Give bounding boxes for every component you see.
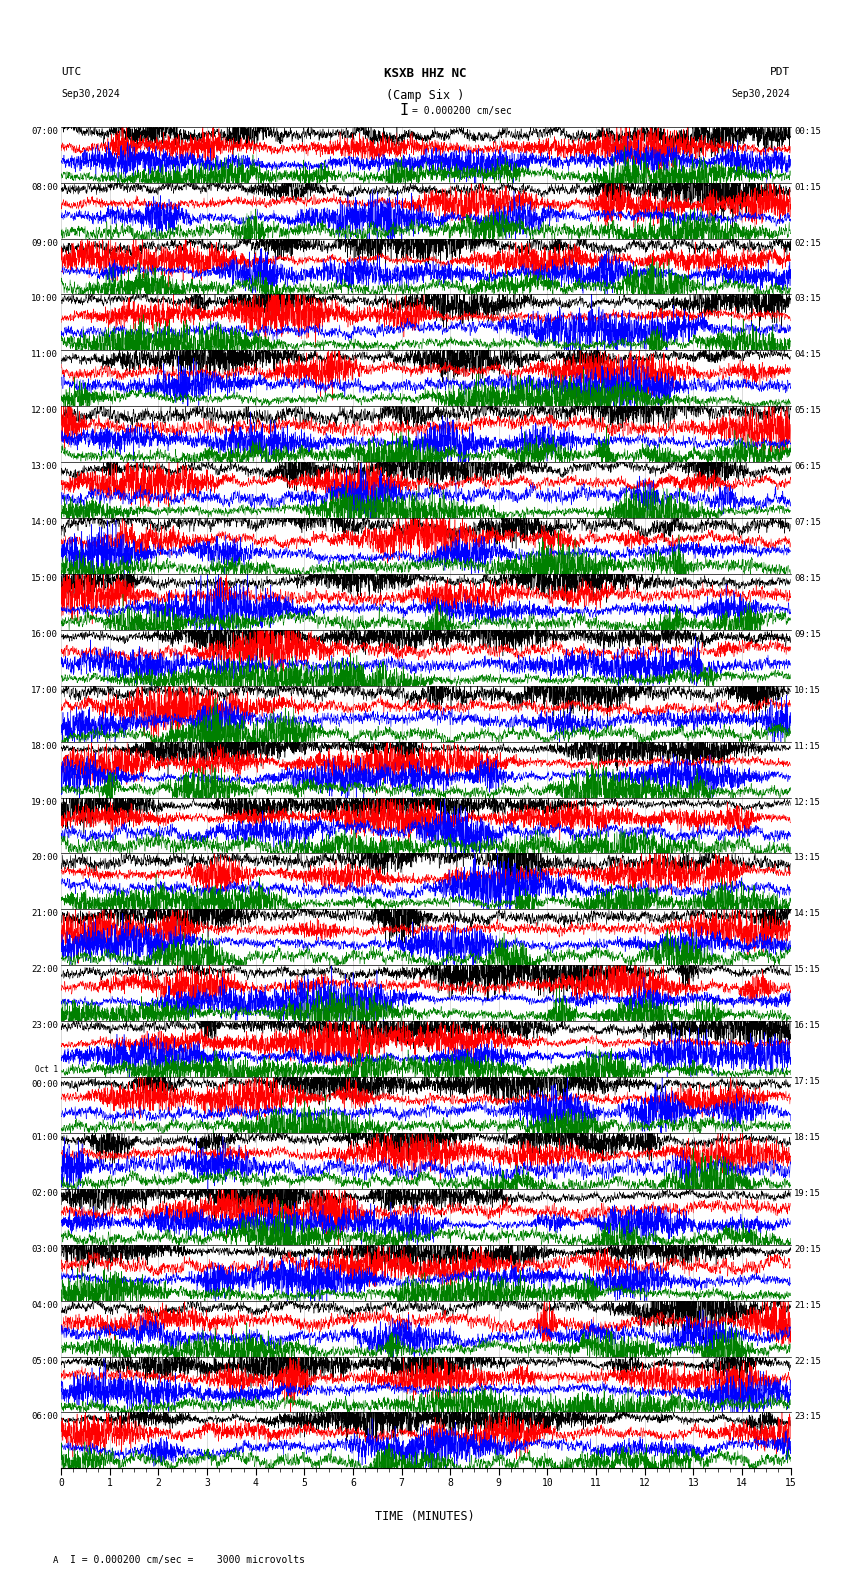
Text: 00:15: 00:15: [794, 127, 821, 136]
Text: 21:00: 21:00: [31, 909, 58, 919]
Text: 03:00: 03:00: [31, 1245, 58, 1255]
Text: 05:15: 05:15: [794, 406, 821, 415]
Text: 02:15: 02:15: [794, 239, 821, 247]
Text: 03:15: 03:15: [794, 295, 821, 304]
Text: PDT: PDT: [770, 67, 790, 76]
Text: 08:00: 08:00: [31, 182, 58, 192]
Text: 19:15: 19:15: [794, 1190, 821, 1198]
Text: Oct 1: Oct 1: [35, 1064, 58, 1074]
Text: 20:00: 20:00: [31, 854, 58, 862]
Text: 22:15: 22:15: [794, 1356, 821, 1365]
Text: 04:15: 04:15: [794, 350, 821, 360]
Text: 09:00: 09:00: [31, 239, 58, 247]
Text: Sep30,2024: Sep30,2024: [61, 89, 120, 98]
Text: 11:00: 11:00: [31, 350, 58, 360]
Text: 23:00: 23:00: [31, 1022, 58, 1030]
Text: 05:00: 05:00: [31, 1356, 58, 1365]
Text: 13:00: 13:00: [31, 463, 58, 470]
Text: 12:15: 12:15: [794, 798, 821, 806]
Text: 06:15: 06:15: [794, 463, 821, 470]
Text: I: I: [400, 103, 408, 119]
Text: 01:00: 01:00: [31, 1133, 58, 1142]
Text: A: A: [53, 1555, 58, 1565]
Text: Sep30,2024: Sep30,2024: [732, 89, 791, 98]
Text: 06:00: 06:00: [31, 1413, 58, 1421]
Text: (Camp Six ): (Camp Six ): [386, 89, 464, 101]
Text: 02:00: 02:00: [31, 1190, 58, 1198]
Text: 17:15: 17:15: [794, 1077, 821, 1087]
Text: KSXB HHZ NC: KSXB HHZ NC: [383, 67, 467, 79]
Text: 16:15: 16:15: [794, 1022, 821, 1030]
Text: I = 0.000200 cm/sec =    3000 microvolts: I = 0.000200 cm/sec = 3000 microvolts: [70, 1555, 304, 1565]
Text: UTC: UTC: [61, 67, 82, 76]
Text: 09:15: 09:15: [794, 630, 821, 638]
Text: 19:00: 19:00: [31, 798, 58, 806]
Text: 08:15: 08:15: [794, 573, 821, 583]
Text: 12:00: 12:00: [31, 406, 58, 415]
Text: 20:15: 20:15: [794, 1245, 821, 1255]
Text: 07:00: 07:00: [31, 127, 58, 136]
Text: 13:15: 13:15: [794, 854, 821, 862]
Text: 00:00: 00:00: [31, 1080, 58, 1090]
Text: 10:00: 10:00: [31, 295, 58, 304]
Text: 15:15: 15:15: [794, 965, 821, 974]
Text: 14:00: 14:00: [31, 518, 58, 527]
Text: 01:15: 01:15: [794, 182, 821, 192]
Text: 23:15: 23:15: [794, 1413, 821, 1421]
Text: 14:15: 14:15: [794, 909, 821, 919]
Text: 11:15: 11:15: [794, 741, 821, 751]
Text: 04:00: 04:00: [31, 1300, 58, 1310]
Text: 18:15: 18:15: [794, 1133, 821, 1142]
Text: 17:00: 17:00: [31, 686, 58, 695]
Text: TIME (MINUTES): TIME (MINUTES): [375, 1510, 475, 1522]
Text: 07:15: 07:15: [794, 518, 821, 527]
Text: 22:00: 22:00: [31, 965, 58, 974]
Text: 10:15: 10:15: [794, 686, 821, 695]
Text: 15:00: 15:00: [31, 573, 58, 583]
Text: 21:15: 21:15: [794, 1300, 821, 1310]
Text: = 0.000200 cm/sec: = 0.000200 cm/sec: [412, 106, 512, 116]
Text: 18:00: 18:00: [31, 741, 58, 751]
Text: 16:00: 16:00: [31, 630, 58, 638]
